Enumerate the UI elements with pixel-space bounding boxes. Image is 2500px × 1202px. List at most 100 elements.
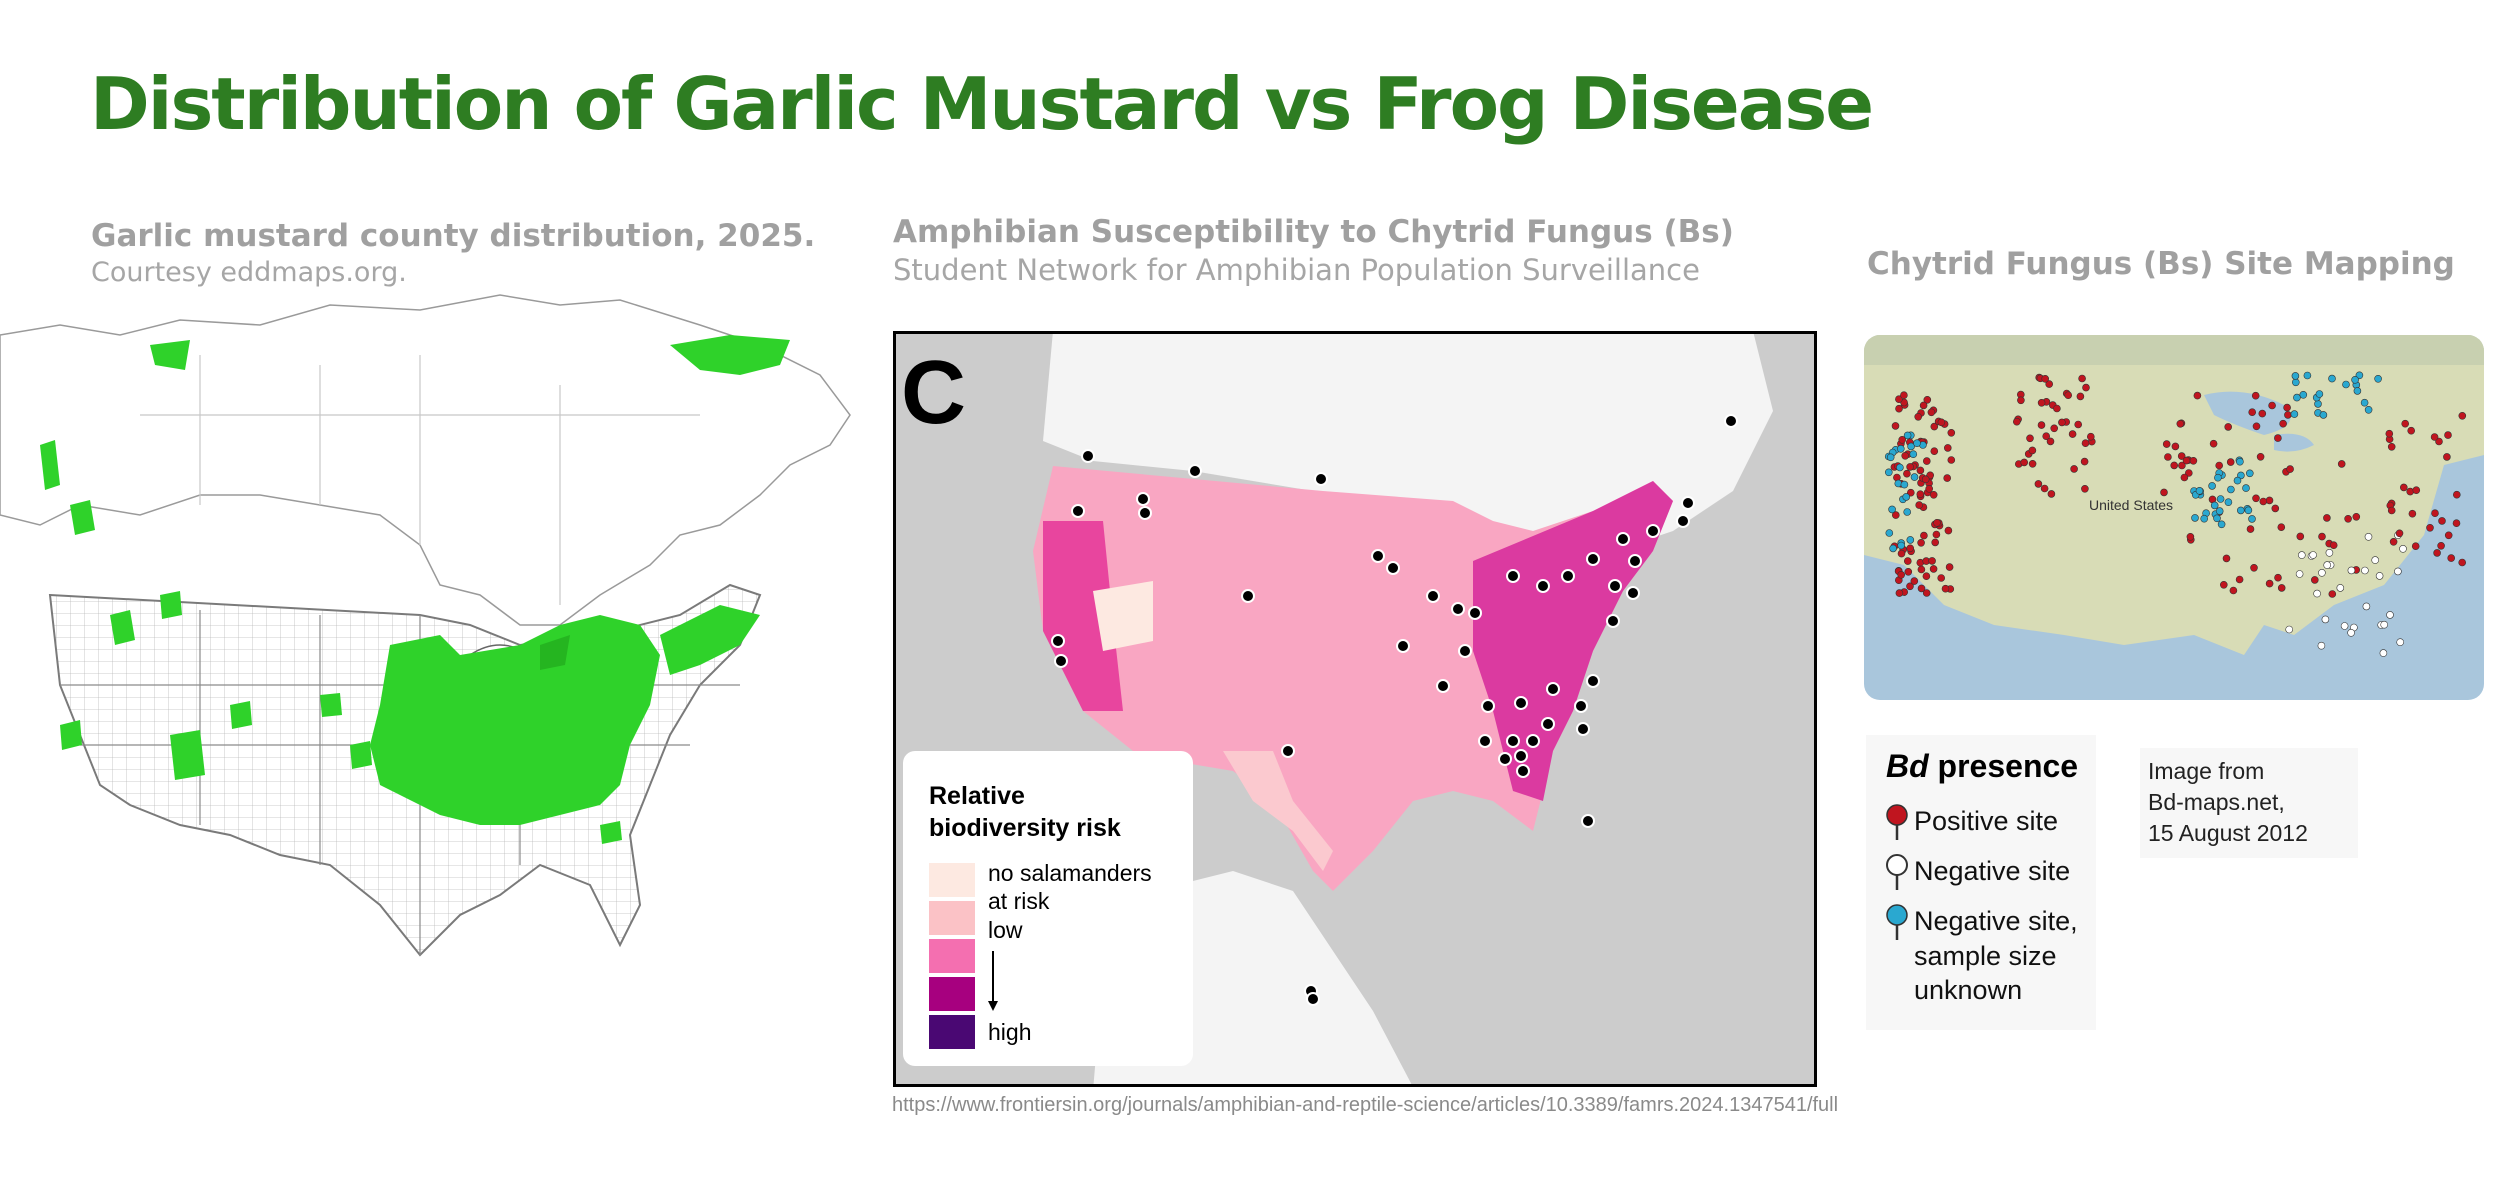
legend-swatch	[929, 863, 975, 897]
bd-site-marker	[2251, 391, 2260, 400]
bd-site-marker	[2200, 514, 2209, 523]
bd-site-marker	[2310, 576, 2319, 584]
bd-site-marker	[2246, 525, 2255, 533]
bd-site-marker	[2371, 556, 2380, 564]
bd-site-marker	[1896, 463, 1904, 472]
bd-site-marker	[2452, 519, 2461, 527]
bd-site-marker	[2041, 374, 2049, 383]
bd-site-marker	[2178, 461, 2186, 470]
bd-site-marker	[2013, 417, 2021, 426]
bd-site-marker	[2186, 533, 2195, 541]
bd-site-marker	[2408, 509, 2417, 518]
bd-site-marker	[2444, 431, 2452, 439]
bd-site-marker	[2216, 495, 2225, 503]
bd-site-marker	[2213, 514, 2221, 523]
bd-site-marker	[2438, 517, 2446, 525]
bd-site-marker	[1900, 391, 1908, 400]
bd-site-marker	[2318, 569, 2326, 577]
bd-site-marker	[1910, 577, 1919, 585]
bd-site-marker	[1897, 571, 1906, 579]
bd-site-marker	[1930, 447, 1939, 455]
risk-legend: Relative biodiversity risk no salamander…	[903, 751, 1193, 1066]
bd-site-marker	[1933, 519, 1941, 527]
bd-site-marker	[2374, 374, 2382, 383]
source-url[interactable]: https://www.frontiersin.org/journals/amp…	[892, 1094, 1839, 1116]
bd-site-marker	[2319, 411, 2328, 419]
bd-site-marker	[2236, 457, 2244, 466]
bd-site-marker	[1941, 584, 1950, 593]
bd-site-marker	[2387, 443, 2396, 451]
bd-site-marker	[2303, 371, 2312, 380]
bd-site-marker	[1900, 480, 1909, 489]
bd-site-marker	[2189, 457, 2198, 465]
bd-site-marker	[2258, 409, 2267, 418]
positive-pin-icon	[1886, 804, 1908, 840]
bd-site-marker	[2394, 567, 2402, 576]
bd-site-marker	[2277, 584, 2286, 592]
bd-site-marker	[1909, 450, 1918, 458]
bd-site-marker	[2344, 515, 2352, 523]
bd-site-marker	[2037, 399, 2046, 407]
bd-site-marker	[2447, 554, 2456, 562]
legend-label: high	[988, 1019, 1031, 1045]
bd-site-marker	[1919, 401, 1928, 410]
bd-site-marker	[2323, 561, 2332, 569]
bd-site-marker	[1922, 572, 1931, 580]
bd-site-marker	[1891, 422, 1900, 430]
bd-site-marker	[1917, 584, 1926, 593]
bd-site-marker	[2407, 426, 2416, 435]
bd-site-marker	[2080, 457, 2089, 466]
bd-site-marker	[2236, 506, 2245, 515]
bd-legend: Bd presence Positive site Negative site …	[1866, 735, 2096, 1030]
garlic-map-credit: Courtesy eddmaps.org.	[91, 257, 407, 288]
bd-site-marker	[2237, 471, 2245, 480]
bd-site-marker	[2283, 403, 2291, 412]
sample-sites	[1051, 414, 1738, 1006]
unknown-pin-icon	[1886, 904, 1908, 940]
legend-label: low	[988, 917, 1023, 943]
bd-site-marker	[1947, 456, 1956, 464]
bd-site-marker	[2328, 374, 2336, 383]
bd-site-marker	[2209, 439, 2218, 448]
bd-site-marker	[2296, 532, 2305, 541]
bd-site-marker	[2076, 392, 2085, 401]
bd-site-marker	[1891, 511, 1900, 519]
bd-site-marker	[2215, 507, 2224, 515]
bd-site-marker	[2385, 429, 2394, 438]
bd-site-marker	[1944, 444, 1952, 452]
bd-site-marker	[1947, 429, 1956, 437]
bd-site-marker	[2045, 380, 2053, 388]
bd-site-marker	[1913, 439, 1921, 447]
bd-site-marker	[2291, 378, 2300, 387]
bd-site-marker	[2291, 372, 2300, 380]
garlic-map-heading: Garlic mustard county distribution, 2025…	[91, 218, 816, 254]
bd-site-marker	[2227, 485, 2235, 494]
bd-site-marker	[1930, 422, 1939, 431]
bd-site-marker	[1885, 529, 1894, 537]
bd-site-marker	[2380, 620, 2389, 629]
bd-site-marker	[2353, 387, 2362, 395]
bd-site-marker	[2295, 570, 2304, 578]
bd-site-marker	[2329, 541, 2338, 549]
bd-site-marker	[2182, 456, 2191, 465]
bd-attribution: Image from Bd-maps.net, 15 August 2012	[2140, 748, 2358, 858]
bd-site-marker	[2259, 497, 2268, 506]
bd-site-marker	[1925, 485, 1933, 493]
legend-title-2: biodiversity risk	[929, 814, 1121, 842]
bd-site-marker	[2352, 513, 2361, 521]
bd-site-marker	[2053, 404, 2061, 413]
bd-site-marker	[2318, 532, 2326, 541]
bd-site-marker	[1903, 431, 1912, 440]
bd-legend-title-rest: presence	[1929, 748, 2078, 784]
attribution-line: Image from	[2148, 758, 2265, 784]
bd-site-marker	[1910, 473, 1919, 481]
bd-site-marker	[1937, 418, 1946, 427]
bd-site-marker	[2040, 484, 2049, 493]
bd-site-marker	[1894, 479, 1903, 488]
bd-site-marker	[2017, 396, 2025, 405]
canada-outline	[0, 294, 851, 626]
legend-swatch	[929, 977, 975, 1011]
bd-site-marker	[2347, 628, 2355, 637]
bd-site-marker	[2277, 523, 2286, 531]
bd-site-marker	[2081, 485, 2089, 493]
